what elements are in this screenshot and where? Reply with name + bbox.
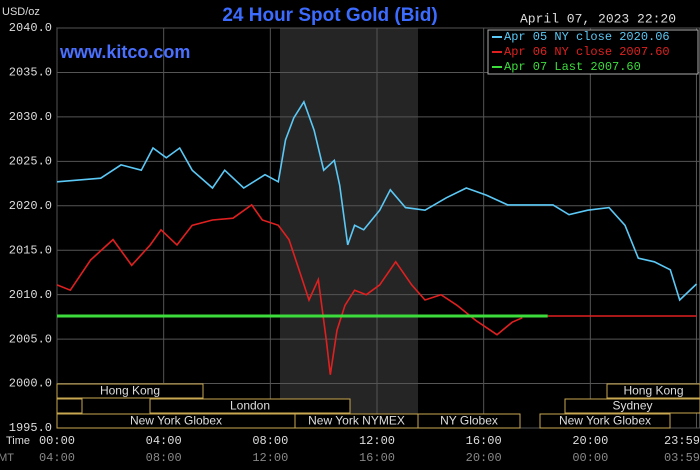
session-box bbox=[539, 413, 671, 429]
session-label: Hong Kong bbox=[100, 384, 160, 398]
session-box bbox=[56, 398, 83, 414]
x-tick-label-gmt: 12:00 bbox=[252, 451, 288, 465]
y-tick-label: 2035.0 bbox=[9, 66, 52, 80]
session-label: New York Globex bbox=[130, 414, 222, 428]
x-tick-label: 12:00 bbox=[359, 434, 395, 448]
session-label: NY Globex bbox=[440, 414, 498, 428]
legend-label: Apr 06 NY close 2007.60 bbox=[504, 45, 670, 59]
watermark: www.kitco.com bbox=[59, 42, 190, 62]
x-tick-label-gmt: 20:00 bbox=[466, 451, 502, 465]
x-tick-label: 08:00 bbox=[252, 434, 288, 448]
session-box bbox=[564, 398, 700, 414]
session-label: Sydney bbox=[612, 399, 652, 413]
session-label: Hong Kong bbox=[623, 384, 683, 398]
session-label: New York NYMEX bbox=[308, 414, 405, 428]
x-tick-label: 00:00 bbox=[39, 434, 75, 448]
timestamp: April 07, 2023 22:20 bbox=[520, 11, 676, 26]
y-tick-label: 2030.0 bbox=[9, 110, 52, 124]
x-tick-label-gmt: 04:00 bbox=[39, 451, 75, 465]
x-tick-label-gmt: 00:00 bbox=[572, 451, 608, 465]
x-axis-label: Time bbox=[6, 435, 30, 447]
x-axis-label-gmt: GMT bbox=[0, 452, 14, 464]
grid bbox=[56, 27, 700, 429]
y-tick-label: 2015.0 bbox=[9, 243, 52, 257]
legend-label: Apr 05 NY close 2020.06 bbox=[504, 30, 670, 44]
legend-label: Apr 07 Last 2007.60 bbox=[504, 60, 641, 74]
session-box bbox=[417, 413, 521, 429]
y-axis-label: USD/oz bbox=[2, 6, 40, 18]
session-box bbox=[149, 398, 351, 414]
chart-title: 24 Hour Spot Gold (Bid) bbox=[222, 5, 437, 26]
y-tick-label: 2000.0 bbox=[9, 377, 52, 391]
x-tick-label: 04:00 bbox=[146, 434, 182, 448]
x-tick-label-gmt: 03:59 bbox=[664, 451, 700, 465]
session-box bbox=[606, 383, 700, 399]
y-tick-label: 2010.0 bbox=[9, 288, 52, 302]
x-tick-label: 16:00 bbox=[466, 434, 502, 448]
y-tick-label: 2025.0 bbox=[9, 155, 52, 169]
y-tick-label: 2005.0 bbox=[9, 332, 52, 346]
session-shade bbox=[280, 28, 418, 428]
session-box bbox=[56, 383, 204, 399]
y-tick-label: 2040.0 bbox=[9, 21, 52, 35]
series-line bbox=[56, 203, 697, 375]
x-tick-label-gmt: 16:00 bbox=[359, 451, 395, 465]
lines bbox=[56, 99, 698, 375]
y-tick-label: 1995.0 bbox=[9, 421, 52, 435]
legend bbox=[487, 29, 699, 75]
y-tick-label: 2020.0 bbox=[9, 199, 52, 213]
series-line bbox=[56, 99, 698, 302]
x-tick-label: 23:59 bbox=[664, 434, 700, 448]
x-tick-label-gmt: 08:00 bbox=[146, 451, 182, 465]
x-tick-label: 20:00 bbox=[572, 434, 608, 448]
session-label: London bbox=[230, 399, 270, 413]
session-label: New York Globex bbox=[559, 414, 651, 428]
